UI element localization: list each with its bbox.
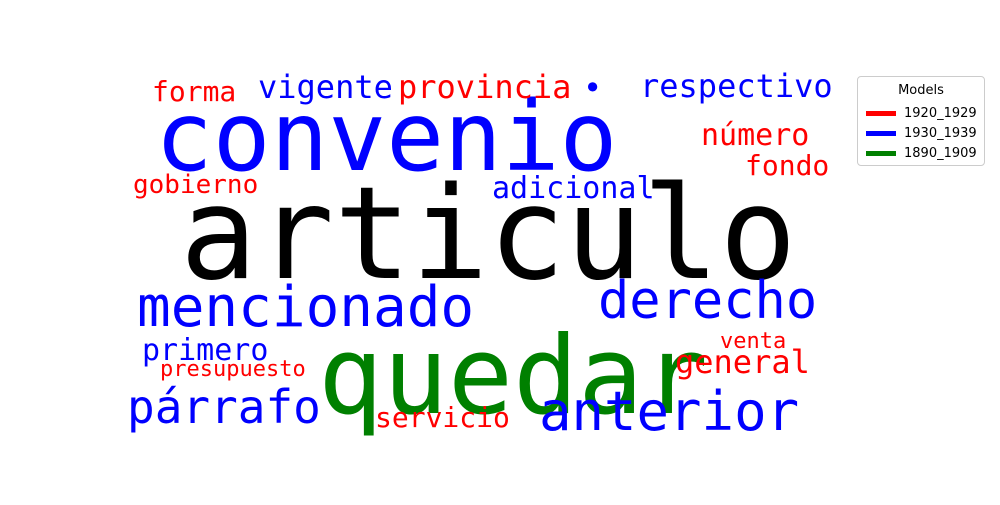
legend-swatch (866, 110, 896, 116)
word-anterior: anterior (539, 380, 799, 443)
legend-swatch (866, 130, 896, 136)
legend: Models 1920_1929 1930_1939 1890_1909 (857, 76, 985, 166)
legend-item: 1930_1939 (866, 124, 977, 142)
legend-title: Models (898, 83, 944, 98)
word-articulo: articulo (180, 160, 797, 309)
legend-swatch (866, 150, 896, 156)
legend-label: 1920_1929 (904, 105, 977, 121)
word-forma: forma (152, 75, 236, 108)
word-fondo: fondo (745, 149, 829, 182)
word-párrafo: párrafo (127, 380, 321, 434)
word-derecho: derecho (598, 271, 817, 331)
word-servicio: servicio (375, 401, 510, 434)
word-dot: • (583, 69, 602, 107)
word-quedar: quedar (318, 314, 708, 439)
word-venta: venta (720, 329, 786, 354)
legend-label: 1890_1909 (904, 145, 977, 161)
word-respectivo: respectivo (640, 67, 833, 105)
word-provincia: provincia (398, 68, 571, 106)
word-número: número (701, 118, 809, 153)
legend-label: 1930_1939 (904, 125, 977, 141)
legend-item: 1890_1909 (866, 144, 977, 162)
word-primero: primero (142, 333, 268, 368)
word-general: general (675, 343, 810, 381)
word-mencionado: mencionado (137, 275, 474, 340)
word-adicional: adicional (492, 171, 655, 206)
word-convenio: convenio (155, 81, 617, 193)
word-presupuesto: presupuesto (160, 357, 306, 382)
word-vigente: vigente (258, 68, 393, 106)
legend-item: 1920_1929 (866, 104, 977, 122)
word-gobierno: gobierno (133, 170, 258, 200)
